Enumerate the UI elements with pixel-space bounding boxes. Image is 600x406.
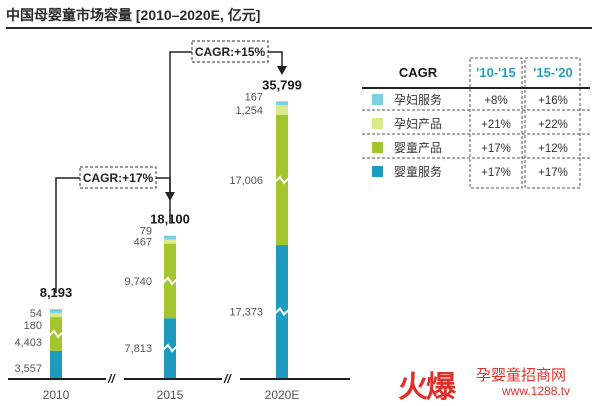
table-header-cagr: CAGR bbox=[399, 65, 438, 80]
watermark-url: www.1288.tv bbox=[502, 384, 571, 398]
watermark: 火爆 孕婴童招商网 www.1288.tv bbox=[398, 360, 598, 405]
cagr-label-2: CAGR:+15% bbox=[195, 45, 266, 59]
table-cell-value: +22% bbox=[538, 119, 568, 131]
cagr-connector-1 bbox=[55, 177, 80, 293]
bar-segment bbox=[50, 309, 62, 314]
cagr-box-2 bbox=[191, 40, 269, 63]
value-label: 180 bbox=[24, 320, 42, 332]
value-label: 3,557 bbox=[14, 363, 42, 375]
title-divider bbox=[6, 27, 592, 29]
table-swatch bbox=[372, 142, 383, 153]
cagr-box-1 bbox=[79, 166, 157, 189]
value-label: 17,373 bbox=[229, 307, 263, 319]
table-cell-value: +16% bbox=[538, 95, 568, 107]
axis-break-mark: // bbox=[223, 372, 232, 386]
table-row-name: 婴童产品 bbox=[394, 140, 442, 155]
value-label: 79 bbox=[140, 226, 152, 238]
table-swatch bbox=[372, 94, 383, 105]
segment-break-mark bbox=[162, 343, 178, 353]
cagr-arrow-2 bbox=[277, 66, 287, 75]
value-label: 1,254 bbox=[235, 105, 263, 117]
cagr-connector-2 bbox=[169, 51, 192, 222]
table-cell-value: +12% bbox=[538, 143, 568, 155]
x-tick-label: 2020E bbox=[265, 388, 300, 402]
table-cell-value: +21% bbox=[481, 119, 511, 131]
bar-segment bbox=[164, 239, 176, 244]
cagr-label-1: CAGR:+17% bbox=[83, 171, 154, 185]
axis-break-mark: // bbox=[107, 372, 116, 386]
table-col1-dashed-box bbox=[469, 57, 523, 189]
cagr-connector-1-arrow-line bbox=[156, 177, 171, 194]
cagr-table: CAGR '10-'15 '15-'20 孕妇服务 +8% +16% 孕妇产品 +21%… bbox=[362, 57, 590, 189]
table-cell-value: +17% bbox=[481, 167, 511, 179]
table-row-name: 孕妇产品 bbox=[394, 117, 442, 131]
table-rows: 孕妇服务 +8% +16% 孕妇产品 +21% +22% 婴童产品 +17% +12% 婴童服务 +… bbox=[362, 92, 590, 179]
value-label: 9,740 bbox=[124, 276, 152, 288]
table-swatch bbox=[372, 166, 383, 177]
value-label: 167 bbox=[245, 91, 263, 103]
table-cell-value: +17% bbox=[481, 143, 511, 155]
table-header-col1: '10-'15 bbox=[476, 65, 515, 80]
cagr-connector-2-arrow-line bbox=[268, 51, 283, 68]
value-label: 4,403 bbox=[14, 337, 42, 349]
bar-segment bbox=[276, 101, 288, 106]
table-cell-value: +17% bbox=[538, 167, 568, 179]
segment-break-mark bbox=[274, 175, 290, 185]
table-swatch bbox=[372, 118, 383, 129]
value-label: 54 bbox=[30, 308, 42, 320]
value-label: 17,006 bbox=[229, 175, 263, 187]
value-label: 467 bbox=[134, 237, 152, 249]
bar-segment bbox=[50, 313, 62, 318]
x-tick-label: 2015 bbox=[157, 388, 184, 402]
table-header-col2: '15-'20 bbox=[533, 65, 572, 80]
bar-segment bbox=[50, 350, 62, 378]
watermark-logo: 火爆 bbox=[398, 370, 456, 405]
table-row-name: 孕妇服务 bbox=[394, 92, 442, 107]
table-row-name: 婴童服务 bbox=[394, 164, 442, 179]
total-label: 35,799 bbox=[262, 77, 302, 92]
bars-layer bbox=[48, 101, 290, 378]
watermark-site-name: 孕婴童招商网 bbox=[476, 366, 567, 384]
bar-segment bbox=[276, 105, 288, 115]
x-tick-labels: 2010 2015 2020E bbox=[43, 388, 300, 402]
x-tick-label: 2010 bbox=[43, 388, 70, 402]
segment-break-mark bbox=[48, 329, 64, 339]
segment-break-mark bbox=[162, 276, 178, 286]
bar-segment bbox=[164, 235, 176, 240]
table-cell-value: +8% bbox=[484, 95, 507, 107]
value-label: 7,813 bbox=[124, 343, 152, 355]
segment-break-mark bbox=[274, 306, 290, 317]
table-col2-dashed-box bbox=[524, 57, 581, 189]
chart-title: 中国母婴童市场容量 [2010–2020E, 亿元] bbox=[6, 7, 261, 23]
